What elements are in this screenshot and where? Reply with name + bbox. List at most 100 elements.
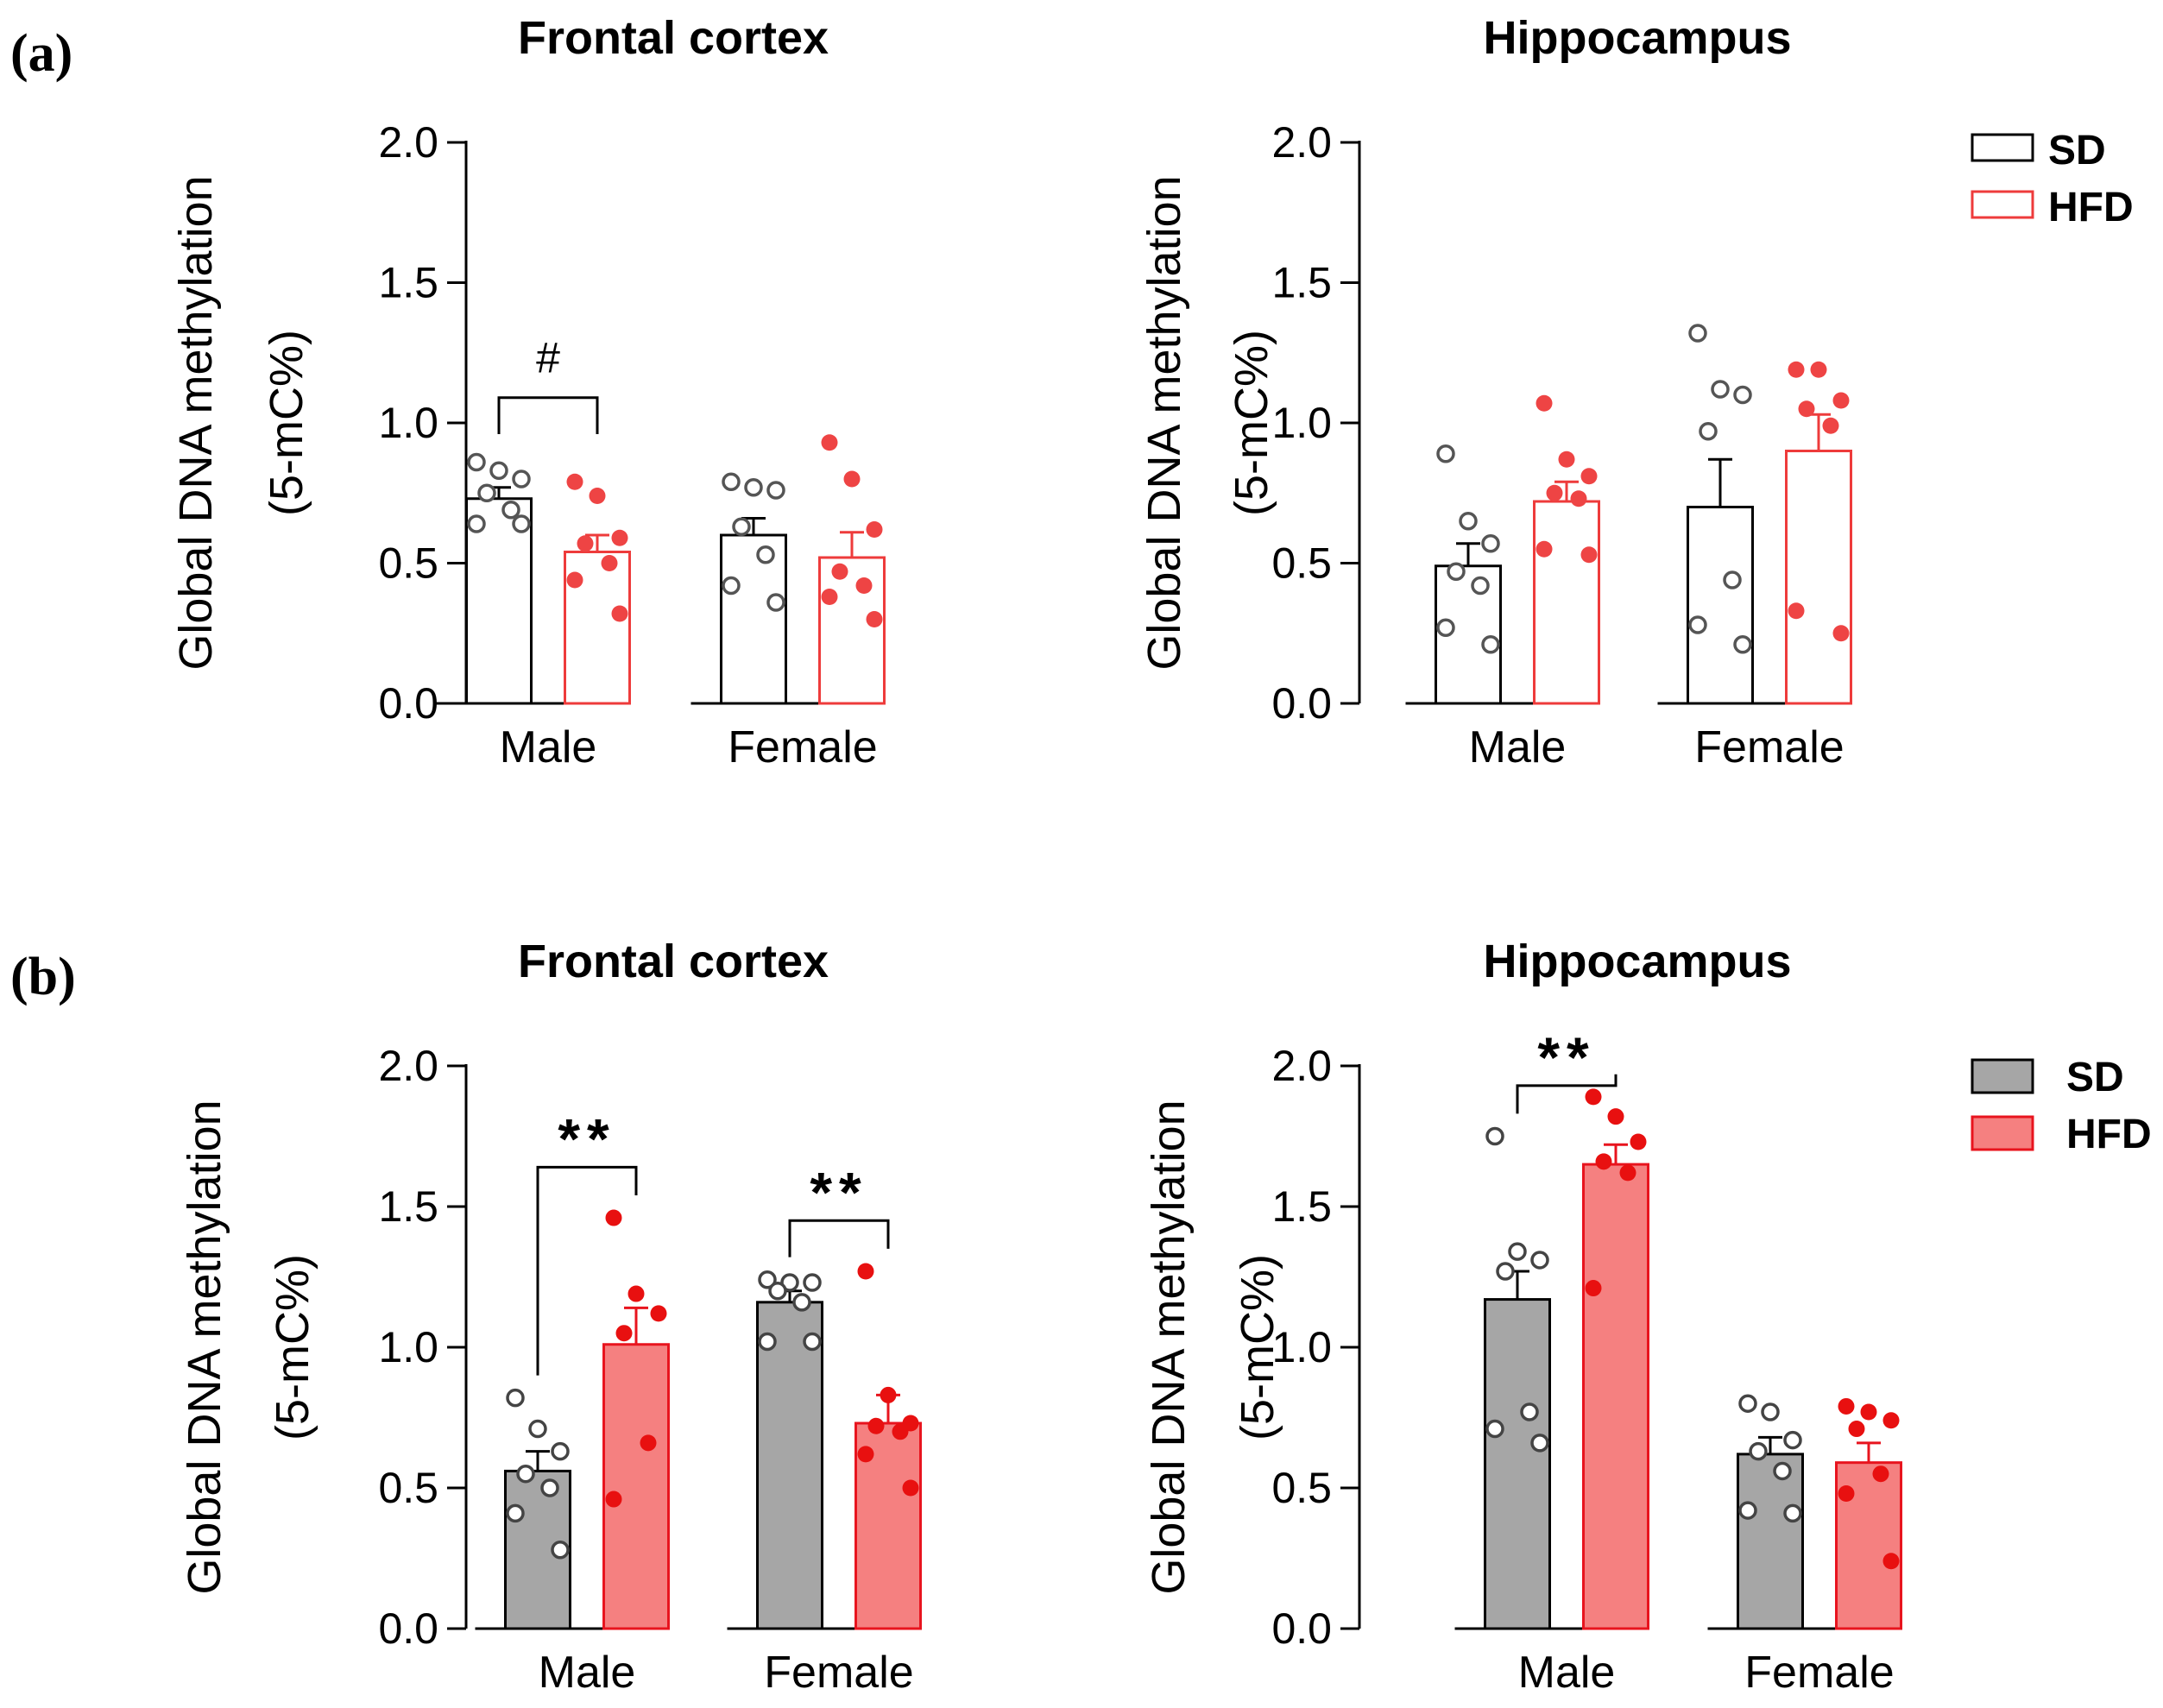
data-point-sd: [1761, 1402, 1780, 1421]
data-point-hfd: [615, 1325, 633, 1342]
data-point-hfd: [1585, 1280, 1602, 1297]
data-point-sd: [1530, 1251, 1549, 1270]
data-point-hfd: [1558, 451, 1575, 468]
data-point-sd: [506, 1388, 525, 1408]
data-point-sd: [489, 461, 508, 480]
data-point-sd: [1481, 635, 1500, 654]
y-tick-label: 2.0: [1271, 1042, 1332, 1090]
data-point-hfd: [902, 1479, 919, 1497]
data-point-hfd: [857, 1263, 874, 1280]
x-tick-label-female: Female: [764, 1648, 913, 1698]
significance-bracket: [536, 1165, 638, 1376]
data-point-sd: [1530, 1434, 1549, 1453]
data-point-sd: [540, 1478, 559, 1497]
data-point-sd: [1733, 385, 1752, 405]
data-point-sd: [756, 545, 775, 564]
data-point-hfd: [1585, 1088, 1602, 1106]
legend-a-sd-swatch: [1971, 133, 2034, 162]
legend-a-sd-label: SD: [2048, 128, 2106, 173]
data-point-sd: [1773, 1461, 1792, 1481]
data-point-sd: [780, 1273, 799, 1292]
y-tick-label: 1.0: [378, 399, 438, 447]
data-point-sd: [501, 501, 520, 520]
y-tick-label: 1.5: [1271, 259, 1332, 307]
x-tick-label-female: Female: [728, 722, 877, 772]
data-point-sd: [467, 514, 486, 533]
data-point-hfd: [1838, 1485, 1855, 1503]
legend-a-hfd-swatch: [1971, 190, 2034, 219]
data-point-sd: [1471, 576, 1490, 596]
y-tick-label: 2.0: [1271, 118, 1332, 167]
data-point-sd: [1520, 1402, 1539, 1421]
data-point-hfd: [611, 605, 628, 622]
data-point-hfd: [1546, 484, 1563, 501]
y-axis-label-unit: (5-mC%): [267, 1254, 318, 1440]
data-point-sd: [768, 1282, 787, 1301]
legend-a-hfd-label: HFD: [2048, 185, 2134, 230]
data-point-sd: [551, 1540, 570, 1560]
data-point-sd: [722, 576, 741, 596]
x-tick-label-male: Male: [539, 1648, 636, 1698]
data-point-hfd: [640, 1434, 657, 1452]
data-point-sd: [744, 478, 763, 497]
data-point-sd: [722, 472, 741, 491]
y-tick-label: 1.0: [378, 1323, 438, 1371]
data-point-hfd: [892, 1423, 909, 1440]
data-point-hfd: [1595, 1153, 1612, 1170]
data-point-sd: [1723, 570, 1742, 589]
data-point-sd: [792, 1293, 811, 1312]
chart-hippocampus-b: Hippocampus Global DNA methylation (5-mC%)…: [1143, 936, 1902, 1698]
data-point-hfd: [843, 470, 861, 488]
bar-hfd-female: [1785, 450, 1852, 705]
data-point-hfd: [1536, 540, 1553, 558]
chart-frontal-cortex-b: Frontal cortex Global DNA methylation (5-m…: [179, 936, 922, 1698]
y-tick-label: 0.0: [378, 1604, 438, 1653]
data-point-sd: [1738, 1394, 1757, 1413]
data-point-hfd: [821, 434, 838, 451]
legend-b-sd-swatch: [1971, 1058, 2034, 1094]
data-point-hfd: [1872, 1465, 1889, 1483]
significance-bracket: [497, 396, 599, 434]
data-point-sd: [1688, 324, 1707, 343]
legend-b-hfd-label: HFD: [2066, 1112, 2152, 1157]
y-tick-label: 1.0: [1271, 1323, 1332, 1371]
data-point-hfd: [1832, 392, 1850, 409]
y-tick-label: 0.0: [378, 679, 438, 728]
data-point-sd: [732, 517, 751, 536]
y-tick-label: 0.0: [1271, 1604, 1332, 1653]
data-point-sd: [1485, 1126, 1504, 1146]
chart-hippocampus-a: Hippocampus Global DNA methylation (5-mC%)…: [1138, 12, 1852, 772]
data-point-sd: [467, 452, 486, 472]
data-point-hfd: [866, 611, 883, 627]
chart-title: Frontal cortex: [518, 12, 829, 64]
data-point-sd: [516, 1464, 535, 1484]
data-point-sd: [758, 1332, 777, 1352]
bar-sd-male: [1484, 1298, 1551, 1630]
significance-label: **: [1537, 1025, 1595, 1089]
data-point-hfd: [1838, 1397, 1855, 1415]
data-point-sd: [1783, 1430, 1802, 1450]
y-axis-label-unit: (5-mC%): [1226, 330, 1277, 516]
chart-title: Hippocampus: [1483, 936, 1791, 987]
data-point-sd: [1436, 618, 1455, 637]
legend-a: SD HFD: [1971, 128, 2134, 230]
data-point-sd: [758, 1270, 777, 1289]
y-axis-label-unit: (5-mC%): [1232, 1254, 1283, 1440]
panel-label-a: (a): [10, 24, 73, 83]
data-point-hfd: [1630, 1133, 1647, 1150]
data-point-sd: [1447, 562, 1466, 581]
data-point-hfd: [1580, 468, 1598, 485]
data-point-sd: [551, 1441, 570, 1461]
x-tick-label-male: Male: [1469, 722, 1567, 772]
data-point-sd: [528, 1419, 547, 1439]
bar-hfd-female: [818, 556, 886, 705]
x-tick-label-male: Male: [500, 722, 597, 772]
data-point-hfd: [1848, 1421, 1865, 1438]
y-axis-label: Global DNA methylation: [179, 1100, 230, 1594]
significance-bracket: [788, 1219, 890, 1257]
data-point-sd: [477, 483, 496, 502]
data-point-hfd: [821, 589, 838, 605]
data-point-hfd: [605, 1491, 622, 1508]
data-point-hfd: [566, 571, 583, 589]
data-point-sd: [1459, 512, 1478, 531]
